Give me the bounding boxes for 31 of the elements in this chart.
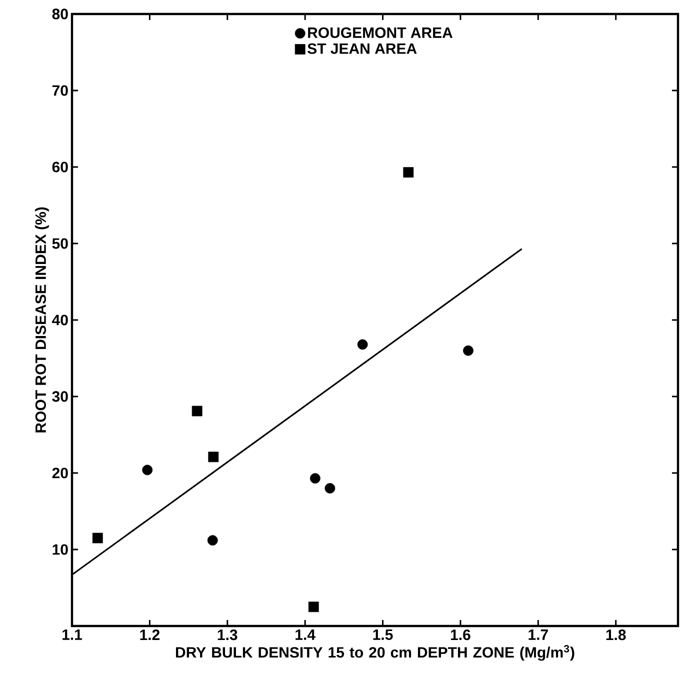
y-tick-label: 30 (52, 391, 68, 402)
x-tick-label: 1.1 (62, 630, 82, 640)
point (207, 535, 218, 546)
y-tick-label: 50 (52, 238, 68, 249)
legend-label: ROUGEMONT AREA (308, 27, 453, 38)
x-tick-label: 1.8 (606, 630, 626, 640)
x-axis-title: DRY BULK DENSITY 15 to 20 cm DEPTH ZONE (Mg/m$^{3}$) (176, 645, 574, 661)
point (463, 345, 474, 356)
point (308, 602, 319, 612)
point (403, 167, 414, 178)
y-tick-label: 60 (52, 162, 68, 172)
point (92, 532, 103, 544)
y-tick-label: 70 (52, 85, 68, 96)
y-tick-label: 20 (52, 468, 68, 478)
x-tick-label: 1.3 (218, 630, 238, 640)
x-tick-label: 1.6 (450, 630, 470, 640)
y-axis-title: ROOT ROT DISEASE INDEX (%) (34, 207, 49, 432)
point (192, 406, 202, 416)
point (357, 339, 368, 350)
x-tick-label: 1.4 (296, 630, 316, 640)
legend-label: ST JEAN AREA (308, 43, 417, 54)
point (324, 483, 336, 494)
y-tick-label: 80 (52, 8, 68, 20)
x-tick-label: 1.2 (140, 630, 160, 640)
x-tick-label: 1.7 (528, 630, 548, 640)
y-tick-label: 10 (52, 544, 68, 555)
x-tick-label: 1.5 (373, 630, 393, 640)
y-tick-label: 40 (52, 314, 68, 326)
point (142, 464, 153, 476)
point (310, 473, 320, 484)
point (208, 452, 219, 462)
